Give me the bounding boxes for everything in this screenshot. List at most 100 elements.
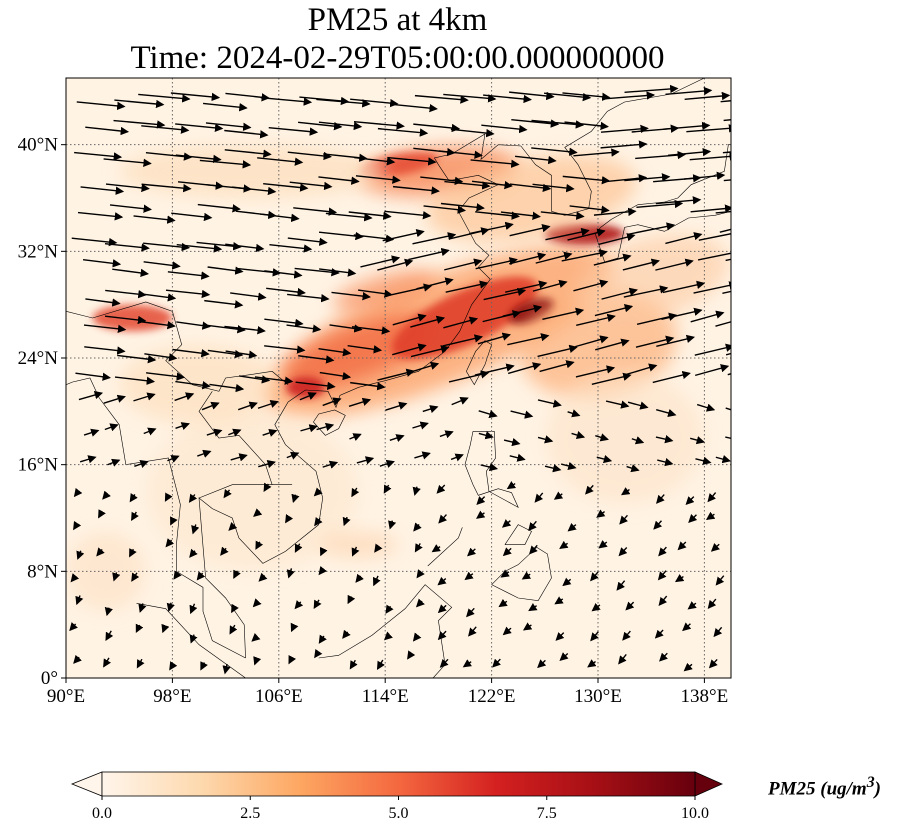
wind-arrow (252, 598, 262, 608)
wind-arrow (165, 289, 211, 299)
wind-arrow (483, 94, 532, 104)
wind-arrow (294, 267, 340, 277)
wind-arrow (325, 212, 373, 222)
wind-arrow (75, 595, 84, 606)
wind-arrow (627, 401, 649, 410)
wind-arrow (690, 204, 731, 213)
wind-arrow (143, 242, 191, 252)
wind-arrow (197, 203, 241, 213)
wind-arrow (674, 574, 685, 583)
pm25-plume (391, 276, 539, 360)
wind-arrow (593, 207, 637, 217)
wind-arrow (230, 292, 267, 301)
wind-arrow (414, 94, 469, 104)
wind-arrow (170, 92, 221, 102)
wind-arrow (478, 410, 498, 419)
wind-arrow (407, 361, 440, 374)
wind-arrow (78, 390, 104, 401)
wind-arrow (414, 543, 423, 553)
wind-arrow (492, 658, 501, 668)
pm25-plume (66, 531, 146, 612)
wind-arrow (509, 252, 547, 265)
wind-arrow (141, 183, 192, 193)
wind-arrow (515, 155, 557, 165)
wind-arrow (286, 451, 300, 460)
wind-arrow (207, 266, 244, 275)
wind-arrow (619, 514, 628, 525)
wind-arrow (413, 522, 422, 532)
wind-arrow (605, 400, 630, 409)
wind-arrow (707, 598, 717, 610)
wind-arrow (662, 280, 706, 294)
wind-arrow (631, 436, 645, 445)
wind-arrow (535, 251, 573, 264)
wind-arrow (143, 427, 157, 436)
wind-arrow (659, 652, 668, 662)
wind-arrow (444, 258, 483, 271)
wind-arrow (377, 368, 415, 381)
wind-arrow (596, 454, 613, 464)
wind-arrow (322, 460, 339, 469)
wind-arrow (475, 257, 518, 270)
wind-arrow (224, 325, 266, 335)
wind-arrow (342, 516, 351, 527)
wind-arrow (347, 345, 383, 354)
wind-arrow (594, 304, 634, 317)
wind-arrow (176, 321, 211, 330)
wind-arrow (237, 401, 258, 411)
colorbar-tick-label: 10.0 (681, 805, 709, 822)
wind-arrow (196, 241, 242, 251)
wind-arrow (69, 622, 78, 632)
wind-arrow (571, 431, 586, 440)
wind-arrow (350, 381, 386, 391)
wind-arrow (98, 509, 106, 519)
wind-arrow (437, 630, 447, 641)
wind-arrow (471, 180, 513, 190)
wind-arrow (416, 569, 425, 579)
wind-arrow (537, 399, 562, 408)
wind-arrow (189, 548, 198, 558)
wind-arrow (442, 334, 484, 347)
wind-arrow (657, 570, 667, 581)
wind-arrow (350, 98, 399, 108)
axis-ticks: 90°E 98°E 106°E 114°E 122°E 130°E 138°E 0° 8°N 16… (18, 135, 729, 707)
wind-arrow (567, 522, 577, 532)
wind-arrow (257, 399, 279, 409)
wind-arrow (382, 228, 425, 242)
wind-arrow (408, 247, 450, 261)
wind-arrow (481, 124, 528, 134)
wind-arrow (376, 659, 385, 670)
wind-arrow (347, 594, 356, 605)
wind-arrow (175, 154, 222, 164)
wind-arrow (475, 211, 520, 220)
colorbar-tick-label: 2.5 (240, 805, 260, 822)
pm25-plume (318, 531, 399, 558)
wind-arrow (104, 423, 119, 432)
wind-arrow (229, 624, 238, 635)
wind-arrow (353, 120, 405, 130)
wind-arrow (537, 435, 554, 444)
wind-arrow (71, 237, 118, 247)
coastline (313, 409, 346, 436)
wind-arrow (318, 565, 327, 576)
wind-arrow (587, 659, 597, 668)
wind-arrow (389, 434, 405, 443)
wind-arrow (294, 600, 304, 610)
wind-arrow (687, 601, 697, 610)
wind-arrow (254, 376, 294, 385)
wind-arrow (288, 655, 297, 665)
wind-arrow (528, 520, 537, 532)
wind-arrow (385, 604, 394, 614)
x-tick-label: 106°E (255, 686, 303, 707)
wind-arrow (720, 100, 731, 103)
wind-arrow (224, 129, 269, 139)
wind-arrow (693, 281, 731, 294)
wind-arrow (225, 243, 265, 253)
wind-arrow (75, 372, 111, 381)
wind-arrow (74, 151, 123, 161)
wind-arrow (372, 575, 381, 587)
wind-arrow (501, 519, 512, 528)
wind-arrow (349, 433, 362, 442)
wind-arrow (507, 362, 542, 375)
wind-arrow (172, 348, 210, 358)
